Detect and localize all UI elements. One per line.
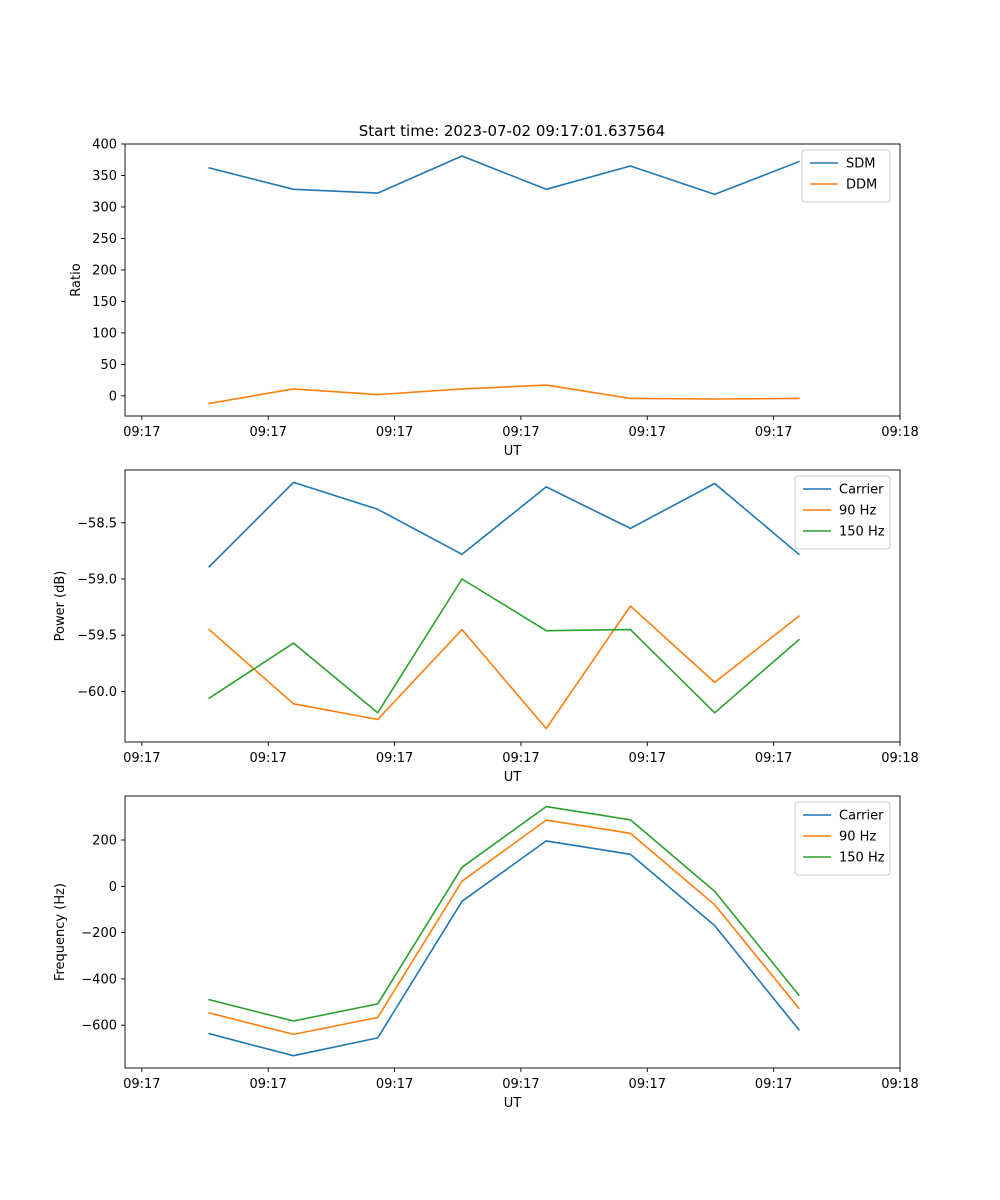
series-line-sdm — [208, 155, 800, 196]
legend-label: SDM — [846, 157, 875, 172]
x-tick-label: 09:17 — [502, 751, 539, 766]
x-tick-label: 09:17 — [502, 425, 539, 440]
y-axis-label: Ratio — [69, 263, 84, 296]
x-tick-label: 09:17 — [376, 751, 413, 766]
subplot-frequency: 09:17 09:17 09:17 09:17 09:17 09:17 09:18 −600 −… — [53, 795, 919, 1111]
series-line-90-hz — [208, 819, 801, 1036]
y-tick-label: 50 — [100, 358, 117, 373]
y-tick-label: 150 — [92, 295, 117, 310]
x-axis-label: UT — [504, 1096, 522, 1111]
x-tick-label: 09:17 — [376, 425, 413, 440]
subplot-power: 09:17 09:17 09:17 09:17 09:17 09:17 09:18 −60.0… — [53, 469, 919, 785]
subplot-ratio: 09:17 09:17 09:17 09:17 09:17 09:17 09:18 0 50 10… — [69, 138, 919, 460]
y-tick-label: 100 — [92, 326, 117, 341]
x-tick-label: 09:18 — [881, 425, 918, 440]
y-tick-label: −59.0 — [77, 573, 117, 588]
x-tick-label: 09:17 — [249, 751, 286, 766]
legend-label: 150 Hz — [839, 851, 885, 866]
x-tick-label: 09:18 — [881, 751, 918, 766]
x-tick-label: 09:17 — [376, 1077, 413, 1092]
y-tick-label: 0 — [109, 880, 117, 895]
series-line-ddm — [208, 384, 800, 405]
y-tick-label: −400 — [81, 972, 117, 987]
y-tick-label: 0 — [109, 389, 117, 404]
y-axis-label: Frequency (Hz) — [53, 883, 68, 981]
x-tick-label: 09:17 — [249, 425, 286, 440]
x-axis-label: UT — [504, 770, 522, 785]
x-axis-label: UT — [504, 444, 522, 459]
legend-label: Carrier — [839, 483, 884, 498]
legend-label: Carrier — [839, 809, 884, 824]
series-line-carrier — [208, 840, 801, 1057]
y-tick-label: −59.5 — [77, 629, 117, 644]
y-tick-label: 200 — [92, 833, 117, 848]
series-line-90-hz — [208, 605, 801, 730]
y-tick-label: −600 — [81, 1019, 117, 1034]
x-tick-label: 09:17 — [629, 1077, 666, 1092]
axes-frame — [124, 143, 901, 417]
figure-title: Start time: 2023-07-02 09:17:01.637564 — [359, 122, 665, 140]
y-tick-label: 400 — [92, 138, 117, 153]
x-tick-label: 09:17 — [249, 1077, 286, 1092]
y-tick-label: −60.0 — [77, 685, 117, 700]
legend: Carrier 90 Hz 150 Hz — [794, 475, 891, 550]
y-tick-label: 350 — [92, 169, 117, 184]
x-tick-label: 09:17 — [755, 751, 792, 766]
axes-frame — [124, 469, 901, 743]
y-tick-label: −200 — [81, 926, 117, 941]
x-tick-label: 09:17 — [755, 425, 792, 440]
y-tick-label: 200 — [92, 263, 117, 278]
axes-frame — [124, 795, 901, 1069]
legend: Carrier 90 Hz 150 Hz — [794, 801, 891, 876]
legend-label: DDM — [846, 178, 877, 193]
y-axis-label: Power (dB) — [53, 571, 68, 642]
x-tick-label: 09:17 — [755, 1077, 792, 1092]
x-tick-label: 09:17 — [502, 1077, 539, 1092]
legend-label: 150 Hz — [839, 525, 885, 540]
y-tick-label: 250 — [92, 232, 117, 247]
x-tick-label: 09:17 — [629, 751, 666, 766]
series-line-150-hz — [208, 578, 801, 714]
y-tick-label: 300 — [92, 200, 117, 215]
series-line-carrier — [208, 481, 801, 568]
x-tick-label: 09:17 — [629, 425, 666, 440]
x-tick-label: 09:17 — [123, 1077, 160, 1092]
legend-label: 90 Hz — [839, 504, 876, 519]
x-tick-label: 09:18 — [881, 1077, 918, 1092]
x-tick-label: 09:17 — [123, 425, 160, 440]
legend-label: 90 Hz — [839, 830, 876, 845]
legend: SDM DDM — [801, 149, 891, 203]
x-tick-label: 09:17 — [123, 751, 160, 766]
y-tick-label: −58.5 — [77, 516, 117, 531]
series-line-150-hz — [208, 805, 801, 1022]
